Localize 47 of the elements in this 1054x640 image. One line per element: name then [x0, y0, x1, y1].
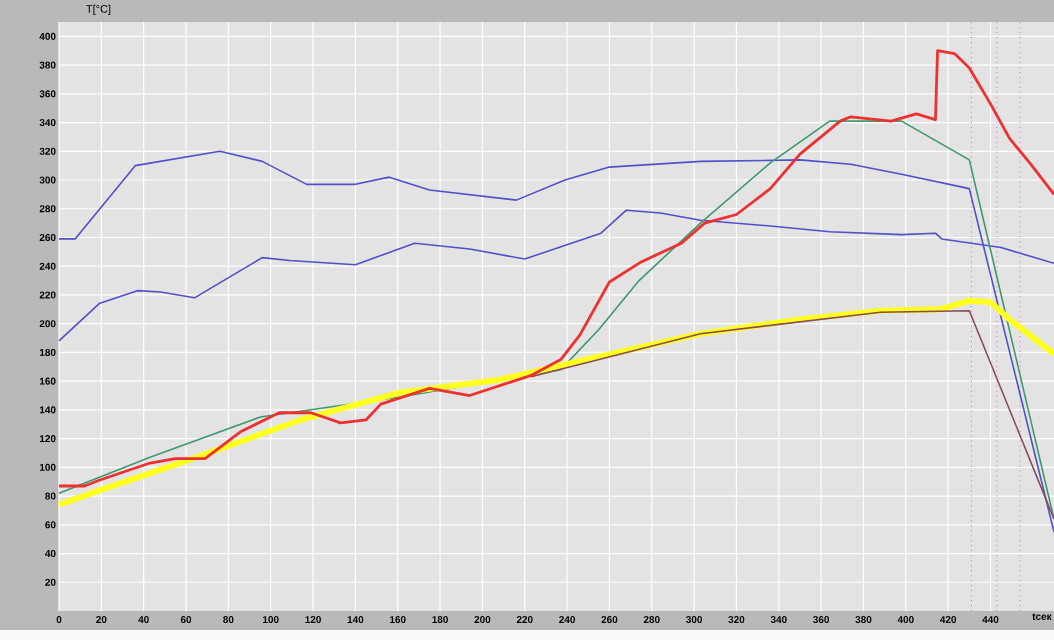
x-tick-label: 140 — [347, 616, 364, 624]
y-tick-label: 200 — [39, 320, 56, 328]
y-tick-label: 340 — [39, 119, 56, 127]
x-axis-title: tсек — [1032, 613, 1052, 620]
line-series — [530, 309, 1054, 520]
line-series — [57, 49, 1054, 488]
y-tick-label: 60 — [45, 521, 56, 529]
y-tick-label: 180 — [39, 348, 56, 356]
y-tick-label: 160 — [39, 377, 56, 385]
x-tick-label: 320 — [728, 616, 745, 624]
y-tick-label: 80 — [45, 492, 56, 500]
x-tick-label: 420 — [940, 616, 957, 624]
y-tick-label: 400 — [39, 32, 56, 40]
y-tick-label: 360 — [39, 90, 56, 98]
x-tick-label: 80 — [223, 616, 234, 624]
y-tick-label: 380 — [39, 61, 56, 69]
y-tick-label: 320 — [39, 147, 56, 155]
x-tick-label: 400 — [897, 616, 914, 624]
x-tick-label: 160 — [390, 616, 406, 624]
y-tick-label: 40 — [45, 550, 56, 558]
x-tick-label: 60 — [180, 616, 192, 624]
x-tick-label: 440 — [982, 616, 999, 624]
y-axis-title: T[°C] — [86, 4, 111, 15]
y-tick-label: 300 — [39, 176, 56, 184]
y-tick-label: 240 — [39, 262, 56, 270]
y-tick-label: 220 — [39, 291, 56, 299]
x-tick-label: 260 — [601, 616, 618, 624]
x-tick-label: 300 — [686, 616, 702, 624]
x-tick-label: 240 — [559, 616, 575, 624]
y-tick-label: 120 — [39, 435, 56, 443]
x-tick-label: 380 — [855, 616, 872, 624]
x-tick-label: 200 — [474, 616, 491, 624]
x-tick-label: 20 — [96, 616, 107, 624]
x-tick-label: 180 — [432, 616, 448, 624]
x-tick-label: 340 — [770, 616, 787, 624]
y-tick-label: 260 — [39, 233, 56, 242]
x-tick-label: 0 — [56, 616, 62, 624]
x-tick-label: 100 — [263, 616, 279, 624]
x-tick-label: 360 — [813, 616, 830, 624]
x-tick-label: 220 — [516, 616, 533, 624]
x-tick-label: 120 — [305, 616, 321, 624]
y-tick-label: 100 — [39, 463, 56, 471]
y-tick-label: 140 — [39, 406, 56, 414]
x-tick-label: 280 — [643, 616, 660, 624]
y-tick-label: 280 — [39, 205, 56, 213]
x-tick-label: 40 — [138, 616, 149, 624]
y-tick-label: 20 — [45, 578, 56, 586]
